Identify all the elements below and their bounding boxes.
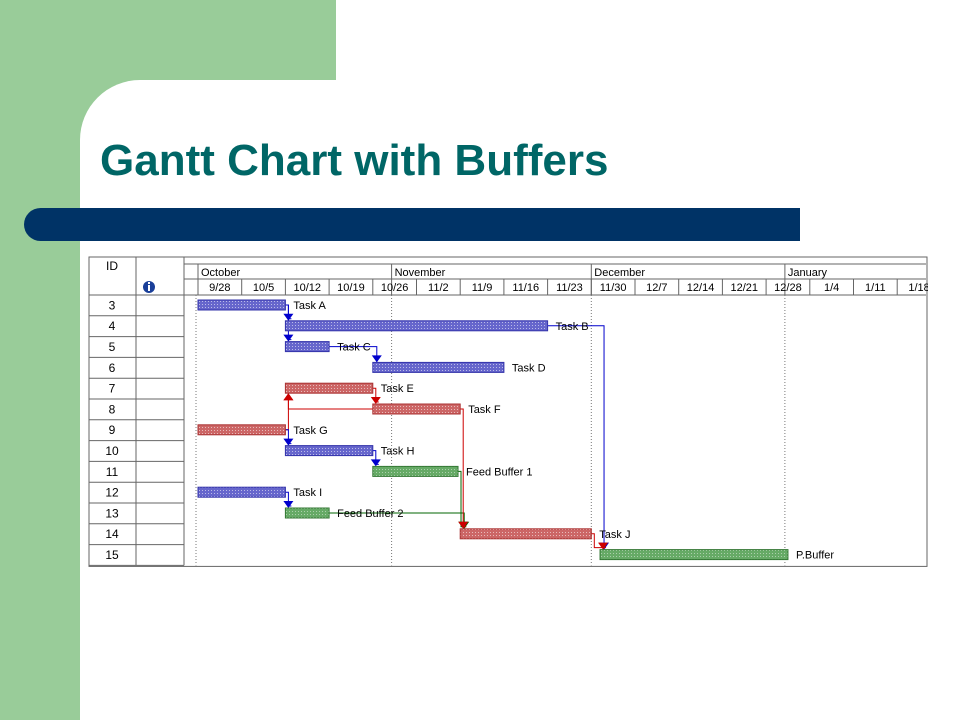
- week-label: 9/28: [209, 282, 230, 294]
- task-bar: [372, 465, 459, 477]
- task-label: Task D: [512, 362, 546, 374]
- link-arrow: [283, 438, 294, 446]
- task-label: Task G: [293, 425, 327, 437]
- row-id: 13: [105, 506, 119, 520]
- slide-title: Gantt Chart with Buffers: [100, 136, 609, 185]
- task-label: Task J: [599, 529, 630, 541]
- task-label: Task H: [381, 446, 415, 458]
- month-label: November: [395, 267, 446, 279]
- task-bar: [197, 486, 286, 498]
- gantt-bars: Task A Task B Task C Task D Task E Task F Task…: [197, 299, 834, 562]
- task-label: Task E: [381, 383, 414, 395]
- row-id: 8: [109, 402, 116, 416]
- task-label: Task B: [556, 321, 589, 333]
- gantt-links: [283, 304, 610, 550]
- link-arrow: [283, 334, 294, 342]
- gantt-chart: October November December January 9/28 10/5 10…: [88, 256, 928, 567]
- decorative-corner-curve: [80, 80, 140, 140]
- row-id: 12: [105, 486, 119, 500]
- month-label: October: [201, 267, 240, 279]
- row-id: 11: [106, 465, 119, 479]
- task-label: Feed Buffer 1: [466, 466, 532, 478]
- task-label: P.Buffer: [796, 550, 834, 562]
- week-label: 1/4: [824, 282, 839, 294]
- task-label: Task F: [468, 404, 501, 416]
- week-label: 12/7: [646, 282, 667, 294]
- dependency-link: [285, 429, 292, 445]
- decorative-top-band: [80, 0, 336, 80]
- row-id: 9: [109, 423, 116, 437]
- task-bar: [197, 424, 286, 436]
- week-label: 11/2: [428, 282, 449, 294]
- week-label: 10/19: [337, 282, 365, 294]
- week-label: 11/9: [472, 282, 493, 294]
- task-label: Task C: [337, 342, 371, 354]
- week-label: 1/18: [908, 282, 928, 294]
- row-id: 3: [109, 298, 116, 312]
- task-bar: [284, 445, 374, 457]
- month-label: December: [594, 267, 645, 279]
- week-label: 11/23: [556, 282, 583, 294]
- task-bar: [284, 341, 330, 353]
- week-label: 11/16: [512, 282, 539, 294]
- task-bar: [284, 382, 374, 394]
- task-bar: [372, 403, 461, 415]
- week-label: 11/30: [600, 282, 627, 294]
- month-label: January: [788, 267, 828, 279]
- week-label: 1/11: [865, 282, 886, 294]
- link-arrow: [371, 355, 382, 363]
- task-label: Task A: [293, 300, 326, 312]
- dependency-link: [372, 450, 379, 465]
- row-id: 6: [109, 361, 116, 375]
- link-arrow: [283, 393, 294, 401]
- row-id: 10: [105, 444, 119, 458]
- task-bar: [284, 320, 549, 332]
- decorative-left-band: [0, 0, 80, 720]
- dependency-link: [285, 491, 292, 507]
- task-label: Feed Buffer 2: [337, 508, 403, 520]
- week-label: 10/26: [381, 282, 409, 294]
- task-bar: [459, 528, 592, 540]
- task-label: Task I: [293, 487, 322, 499]
- info-icon: [143, 281, 155, 293]
- row-id: 7: [109, 382, 116, 396]
- id-column-header: ID: [106, 259, 118, 273]
- task-bar: [284, 507, 330, 519]
- dependency-link: [547, 325, 605, 550]
- week-label: 12/14: [687, 282, 715, 294]
- link-arrow: [370, 397, 381, 404]
- task-bar: [599, 549, 789, 561]
- link-arrow: [598, 542, 609, 550]
- row-id: 5: [109, 340, 116, 354]
- dependency-link: [460, 408, 467, 528]
- title-underline-bar: [24, 208, 800, 241]
- week-label: 12/21: [730, 282, 758, 294]
- link-arrow: [458, 521, 469, 529]
- task-bar: [372, 361, 505, 373]
- week-label: 12/28: [774, 282, 802, 294]
- row-id: 4: [109, 319, 116, 333]
- link-arrow: [370, 459, 381, 467]
- task-bar: [197, 299, 286, 311]
- dependency-link: [372, 387, 379, 403]
- link-arrow: [283, 501, 294, 508]
- gantt-grid: [195, 295, 786, 566]
- week-label: 10/12: [293, 282, 321, 294]
- gantt-rows: 3 4 5 6 7 8 9 10 11 12 13 14 15: [89, 298, 184, 566]
- week-label: 10/5: [253, 282, 274, 294]
- row-id: 15: [105, 548, 119, 562]
- row-id: 14: [105, 527, 119, 541]
- dependency-link: [591, 533, 607, 549]
